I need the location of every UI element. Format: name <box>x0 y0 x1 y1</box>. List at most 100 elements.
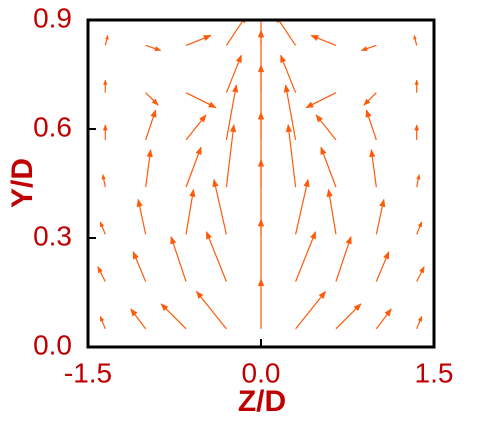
arrow-head <box>235 54 242 64</box>
arrow <box>335 303 362 330</box>
arrow <box>132 250 147 282</box>
arrow-shaft <box>225 124 235 188</box>
arrow-head <box>258 0 264 2</box>
arrow-shaft <box>295 231 317 282</box>
arrow-shaft <box>170 236 187 282</box>
arrow <box>369 148 377 188</box>
arrow <box>185 114 207 141</box>
arrow-head <box>365 109 372 118</box>
arrow <box>414 124 420 140</box>
arrow-head <box>170 235 177 245</box>
x-axis-label: Z/D <box>238 385 286 418</box>
y-tick-label: 0.6 <box>33 111 72 142</box>
y-tick-label: 0.9 <box>33 2 72 33</box>
arrow <box>305 92 337 109</box>
arrow <box>212 178 227 235</box>
arrow-shaft <box>213 179 227 235</box>
arrow <box>185 146 202 188</box>
arrow-head <box>97 265 103 274</box>
arrow <box>195 290 227 330</box>
arrow-head <box>345 235 352 245</box>
arrow-head <box>419 265 425 274</box>
arrow-head <box>417 221 422 228</box>
arrow <box>205 230 227 282</box>
arrow <box>285 123 297 188</box>
arrow-head <box>353 303 362 312</box>
arrow <box>416 221 423 235</box>
arrow-head <box>100 315 105 322</box>
arrow <box>145 148 153 188</box>
arrow <box>257 278 265 329</box>
arrow-head <box>105 34 109 40</box>
arrow-shaft <box>225 84 237 141</box>
arrow <box>170 235 187 282</box>
arrow-shaft <box>185 189 195 235</box>
arrow <box>363 92 377 106</box>
y-tick-label: 0.3 <box>33 220 72 251</box>
arrow-shaft <box>295 179 309 235</box>
arrow-head <box>130 308 138 317</box>
arrow-head <box>384 308 392 317</box>
arrow-head <box>379 198 386 208</box>
arrow-shaft <box>205 231 227 282</box>
arrow-head <box>229 123 237 133</box>
arrow-head <box>101 173 106 180</box>
arrow-head <box>150 109 157 118</box>
arrow <box>185 92 217 109</box>
arrow <box>99 221 106 235</box>
arrow <box>375 198 386 235</box>
arrow-shaft <box>287 124 297 188</box>
arrow <box>413 34 418 46</box>
arrow-head <box>326 188 333 198</box>
arrow-head <box>100 221 105 228</box>
arrow-head <box>146 148 153 158</box>
arrow-head <box>315 114 323 123</box>
arrow-head <box>189 188 196 198</box>
arrow <box>225 84 239 141</box>
arrow-head <box>413 34 417 40</box>
y-tick-label: 0.0 <box>33 329 72 360</box>
arrow <box>315 114 337 141</box>
arrow <box>375 308 392 330</box>
arrow <box>416 315 423 330</box>
arrow-head <box>257 278 265 287</box>
arrow-shaft <box>327 189 337 235</box>
arrow <box>414 79 419 93</box>
arrow <box>225 123 237 188</box>
arrow-head <box>310 35 319 42</box>
arrow <box>416 173 421 188</box>
arrow-head <box>102 124 108 131</box>
arrow <box>103 79 108 93</box>
arrow-head <box>136 198 143 208</box>
arrow <box>130 308 147 330</box>
arrow <box>225 54 242 93</box>
arrow-head <box>132 250 139 260</box>
arrow-head <box>151 98 159 106</box>
arrow-head <box>309 230 316 240</box>
arrow <box>295 178 310 235</box>
arrow <box>97 265 106 282</box>
arrow-head <box>305 101 314 108</box>
arrow-head <box>414 79 419 85</box>
arrow <box>375 250 390 282</box>
arrow-head <box>203 35 212 42</box>
arrow <box>295 290 327 330</box>
arrow-head <box>360 46 368 52</box>
x-tick-label: 1.5 <box>415 357 454 388</box>
arrow <box>101 173 106 188</box>
arrow-head <box>383 250 390 260</box>
arrow <box>99 315 106 330</box>
arrow <box>160 303 187 330</box>
vector-field <box>97 0 425 330</box>
arrow-head <box>283 84 291 93</box>
arrow <box>310 34 337 46</box>
arrow-head <box>303 178 310 188</box>
arrow <box>145 44 162 52</box>
arrow-head <box>285 123 293 133</box>
arrow-shaft <box>295 290 327 330</box>
arrow-head <box>195 290 204 299</box>
arrow-head <box>208 101 217 108</box>
arrow-head <box>417 315 422 322</box>
arrow <box>258 0 264 46</box>
arrow <box>185 34 212 46</box>
